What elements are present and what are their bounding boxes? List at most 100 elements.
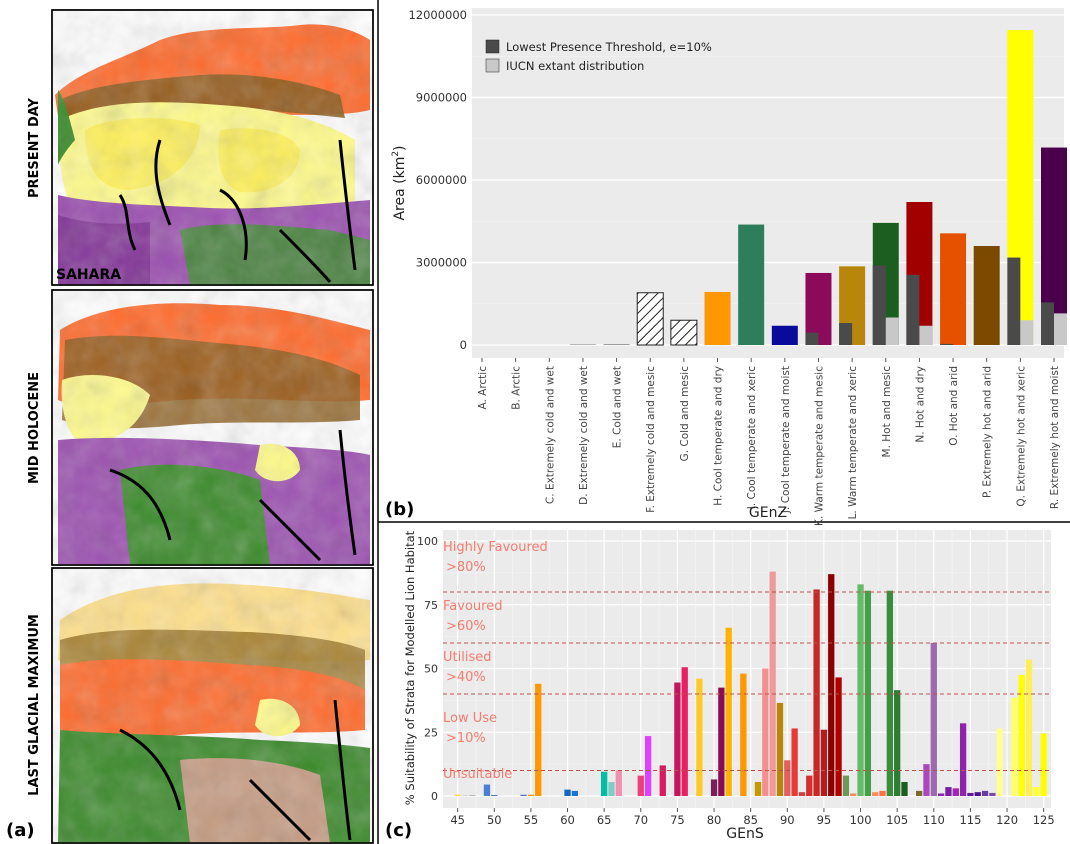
- chart-b-x-tick-label: F. Extremely cold and mesic: [645, 366, 657, 513]
- chart-b-y-axis-label-end: ): [392, 145, 408, 150]
- chart-c-x-tick-label: 55: [524, 813, 539, 827]
- chart-b-x-tick-label: J. Cool temperate and moist: [780, 366, 792, 514]
- chart-c-y-tick-label: 75: [424, 599, 438, 612]
- chart-c-thresholds: Highly Favoured >80% Favoured >60% Utilised >…: [443, 540, 1051, 782]
- chart-c-y-tick-label: 25: [424, 726, 438, 739]
- chart-b-bar-threshold: [839, 323, 853, 345]
- chart-c-x-tick-label: 75: [670, 813, 685, 827]
- chart-b-x-tick-label: P. Extremely hot and arid: [982, 366, 994, 498]
- period-label-present-day: PRESENT DAY: [27, 97, 42, 198]
- chart-c-bar: [461, 795, 469, 796]
- chart-b-y-ticks: 0 3000000 6000000 9000000 12000000: [408, 8, 467, 352]
- chart-b-y-axis-label-sup: 2: [391, 151, 401, 157]
- chart-c-y-ticks: 0 25 50 75 100: [417, 535, 438, 803]
- chart-c-x-tick-label: 45: [450, 813, 465, 827]
- chart-b-bar-threshold: [1041, 302, 1054, 345]
- map-last-glacial-maximum: [51, 567, 374, 844]
- chart-b-bar-iucn: [919, 325, 933, 345]
- chart-c-y-axis-label: % Suitability of Strata for Modelled Lio…: [403, 530, 417, 805]
- chart-c-bar: [996, 728, 1003, 796]
- chart-c-bar: [813, 589, 820, 796]
- chart-b-bar-total: [771, 325, 798, 345]
- period-label-last-glacial-maximum: LAST GLACIAL MAXIMUM: [27, 614, 42, 796]
- chart-b-y-tick-label: 0: [460, 338, 467, 352]
- chart-c-bar: [1025, 659, 1033, 796]
- chart-c-bar: [571, 790, 579, 796]
- chart-c-bar: [608, 781, 615, 796]
- chart-b-y-tick-label: 9000000: [416, 91, 467, 105]
- chart-c-bar: [637, 775, 644, 796]
- map-region-label: SAHARA: [56, 267, 121, 283]
- chart-c-bar: [762, 668, 769, 796]
- chart-c-bar: [740, 673, 747, 796]
- chart-c-x-tick-label: 115: [959, 813, 981, 827]
- chart-c-bar: [535, 683, 542, 796]
- chart-b-bar-total: [973, 246, 1000, 345]
- chart-c-x-tick-label: 125: [1033, 813, 1055, 827]
- chart-c-bar: [784, 760, 791, 796]
- chart-c-threshold-label: Favoured: [443, 599, 502, 614]
- chart-b-x-tick-label: R. Extremely hot and moist: [1049, 366, 1061, 509]
- chart-b-x-tick-label: B. Arctic: [511, 366, 523, 410]
- chart-c-bar: [857, 584, 864, 796]
- chart-c-bar: [1033, 787, 1040, 796]
- chart-c-bar: [454, 794, 461, 796]
- chart-c-bar: [769, 571, 776, 796]
- chart-c-bar: [681, 667, 688, 796]
- map-present-day: SAHARA: [51, 9, 374, 286]
- map-mid-holocene: [51, 289, 374, 566]
- chart-c-x-tick-label: 70: [633, 813, 648, 827]
- chart-c-bar: [659, 765, 666, 796]
- chart-c-bar: [806, 775, 813, 796]
- chart-c-bar: [483, 784, 491, 796]
- chart-c-bars: [454, 571, 1047, 796]
- chart-b-y-tick-label: 3000000: [416, 256, 467, 270]
- chart-c-bar: [959, 723, 967, 796]
- chart-b: 0 3000000 6000000 9000000 12000000 A. Arctic…: [385, 8, 1067, 526]
- chart-c-bar: [923, 764, 930, 796]
- chart-c-bar: [967, 792, 974, 796]
- legend-label-threshold: Lowest Presence Threshold, e=10%: [506, 40, 712, 54]
- chart-b-y-axis-label-main: Area (km: [392, 157, 408, 221]
- chart-c-bar: [820, 729, 828, 796]
- chart-c-bar: [901, 781, 908, 796]
- chart-c-x-tick-label: 120: [996, 813, 1018, 827]
- chart-c-bar: [718, 687, 725, 796]
- chart-c-bar: [835, 677, 842, 796]
- chart-c-threshold-value: >10%: [446, 731, 486, 746]
- chart-c-x-tick-label: 50: [487, 813, 502, 827]
- chart-c-bar: [601, 771, 608, 796]
- chart-b-x-tick-label: M. Hot and mesic: [881, 366, 893, 458]
- chart-b-bar-total: [738, 224, 765, 345]
- chart-c-y-tick-label: 50: [424, 663, 438, 676]
- chart-c-bar: [974, 792, 981, 796]
- chart-b-bar-total: [636, 292, 664, 346]
- panel-a-label: (a): [6, 820, 35, 841]
- chart-b-bar-total: [940, 233, 967, 345]
- chart-b-bar-iucn: [1020, 320, 1034, 345]
- chart-b-bar-total: [603, 344, 630, 345]
- chart-b-bar-total: [670, 319, 698, 346]
- chart-c-bar: [1018, 674, 1025, 796]
- chart-c-bar: [1040, 733, 1047, 796]
- chart-c-bar: [674, 682, 681, 796]
- chart-c-bar: [894, 690, 901, 796]
- panel-a: SAHARA PRESEN: [6, 9, 374, 844]
- chart-b-bars: [569, 30, 1067, 346]
- chart-b-x-tick-label: Q. Extremely hot and xeric: [1015, 366, 1027, 507]
- chart-c-x-tick-label: 90: [780, 813, 795, 827]
- chart-c-bar: [791, 728, 798, 796]
- chart-c-threshold-value: >60%: [446, 619, 486, 634]
- chart-c-threshold-value: >40%: [446, 670, 486, 685]
- chart-c-threshold-label: Utilised: [443, 650, 491, 665]
- chart-b-bar-total: [704, 291, 731, 345]
- chart-b-y-axis-label: Area (km2): [391, 145, 408, 220]
- chart-b-x-tick-label: O. Hot and arid: [948, 366, 960, 446]
- chart-c-bar: [872, 792, 879, 796]
- chart-b-bar-iucn: [1054, 313, 1067, 345]
- legend-label-iucn: IUCN extant distribution: [506, 59, 644, 73]
- chart-c-threshold-label: Unsuitable: [443, 767, 512, 782]
- chart-c-bar: [945, 787, 952, 796]
- chart-b-x-tick-label: N. Hot and dry: [914, 366, 926, 443]
- chart-c-x-tick-label: 105: [886, 813, 908, 827]
